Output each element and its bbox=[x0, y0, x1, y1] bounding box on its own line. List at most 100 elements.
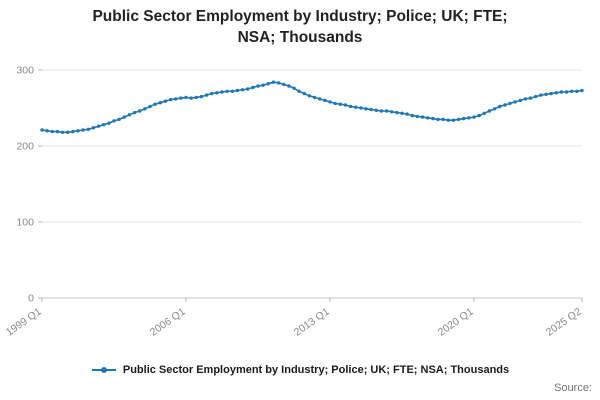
chart-point bbox=[405, 112, 409, 116]
chart-point bbox=[467, 116, 471, 120]
y-axis-tick-label: 0 bbox=[28, 293, 34, 305]
chart-point bbox=[415, 114, 420, 119]
chart-point bbox=[127, 113, 132, 117]
chart-point bbox=[384, 109, 389, 113]
chart-point bbox=[307, 94, 312, 98]
chart-point bbox=[482, 111, 486, 116]
chart-point bbox=[523, 97, 528, 101]
chart-point bbox=[45, 129, 49, 133]
chart-point bbox=[55, 129, 60, 134]
chart-point bbox=[575, 89, 579, 94]
chart-point bbox=[86, 127, 91, 131]
chart-point bbox=[333, 101, 337, 106]
chart-point bbox=[462, 116, 466, 121]
chart-point bbox=[240, 88, 245, 92]
chart-point bbox=[508, 101, 512, 106]
chart-point bbox=[107, 121, 111, 125]
chart-point bbox=[549, 91, 553, 96]
source-label: Source: bbox=[554, 382, 592, 394]
chart-point bbox=[456, 117, 461, 122]
chart-point bbox=[66, 130, 70, 134]
chart-point bbox=[338, 102, 342, 106]
chart-point bbox=[91, 126, 96, 130]
chart-point bbox=[528, 96, 533, 100]
chart-point bbox=[580, 88, 584, 93]
chart-point bbox=[204, 93, 209, 97]
chart-point bbox=[297, 89, 301, 94]
chart-point bbox=[235, 88, 240, 93]
chart-point bbox=[153, 102, 157, 106]
chart-point bbox=[40, 128, 44, 132]
chart-point bbox=[451, 118, 456, 122]
chart-point bbox=[312, 95, 317, 100]
chart-point bbox=[122, 115, 127, 119]
chart-point bbox=[359, 106, 363, 110]
x-axis-tick-label: 2006 Q1 bbox=[148, 306, 188, 339]
chart-point bbox=[570, 89, 574, 94]
chart-point bbox=[498, 104, 502, 109]
chart-title: Public Sector Employment by Industry; Po… bbox=[20, 7, 580, 49]
chart-point bbox=[179, 96, 183, 100]
chart-point bbox=[246, 87, 250, 91]
chart-point bbox=[168, 97, 173, 102]
chart-point bbox=[143, 107, 147, 111]
chart-point bbox=[50, 129, 54, 134]
chart-point bbox=[426, 116, 430, 120]
chart-point bbox=[184, 95, 188, 100]
chart-point bbox=[60, 130, 65, 134]
chart-point bbox=[348, 104, 353, 109]
y-axis-tick-label: 100 bbox=[16, 217, 34, 229]
chart-point bbox=[261, 83, 265, 87]
chart-point bbox=[117, 117, 121, 122]
chart-point bbox=[539, 93, 543, 97]
chart-point bbox=[302, 91, 306, 96]
y-axis-tick-label: 300 bbox=[16, 65, 34, 77]
x-axis-tick-label: 1999 Q1 bbox=[4, 306, 44, 339]
chart-line bbox=[41, 81, 583, 134]
chart-point bbox=[256, 84, 260, 88]
chart-point bbox=[410, 113, 414, 118]
chart-point bbox=[194, 95, 198, 100]
chart-point bbox=[390, 110, 394, 114]
x-axis-tick-label: 2020 Q1 bbox=[436, 306, 476, 339]
chart-point bbox=[431, 116, 435, 121]
chart-point bbox=[343, 103, 348, 107]
chart-point bbox=[513, 100, 517, 104]
chart-point bbox=[230, 89, 234, 94]
chart-point bbox=[215, 91, 219, 95]
chart-point bbox=[96, 124, 101, 128]
chart-point bbox=[446, 118, 450, 122]
chart-point bbox=[292, 86, 296, 90]
chart-point bbox=[518, 98, 522, 103]
chart-point bbox=[323, 98, 327, 103]
chart-point bbox=[76, 129, 80, 133]
chart-point bbox=[158, 101, 162, 105]
legend-line-icon bbox=[91, 367, 116, 373]
chart-point bbox=[379, 109, 384, 113]
x-axis-tick-label: 2025 Q2 bbox=[544, 306, 584, 339]
legend-dot bbox=[100, 367, 107, 373]
chart-point bbox=[472, 115, 476, 119]
chart-point bbox=[132, 110, 137, 115]
chart-point bbox=[492, 107, 497, 111]
chart-point bbox=[189, 96, 193, 100]
chart-point bbox=[441, 117, 445, 122]
chart-point bbox=[102, 123, 106, 127]
chart-point bbox=[287, 84, 291, 88]
chart-point bbox=[559, 90, 564, 94]
chart-point bbox=[395, 110, 399, 115]
chart-point bbox=[374, 108, 378, 113]
chart-point bbox=[354, 105, 358, 109]
chart-point bbox=[276, 81, 281, 85]
chart-point bbox=[251, 85, 255, 90]
chart-point bbox=[271, 80, 276, 84]
chart-point bbox=[199, 94, 204, 99]
chart-point bbox=[400, 111, 404, 116]
chart-point bbox=[420, 115, 425, 119]
chart-point bbox=[534, 94, 538, 99]
chart-point bbox=[266, 82, 270, 86]
chart-point bbox=[163, 99, 168, 103]
legend-label: Public Sector Employment by Industry; Po… bbox=[122, 364, 510, 376]
chart-point bbox=[220, 90, 224, 94]
